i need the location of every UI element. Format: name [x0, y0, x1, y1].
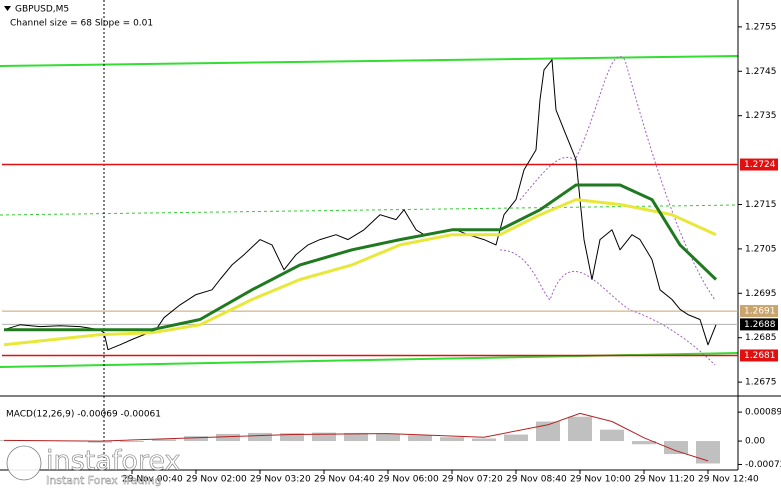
histogram-bar [440, 437, 464, 442]
level-label-box [740, 305, 778, 318]
histogram-bar [664, 441, 688, 455]
histogram-bar [152, 439, 176, 442]
level-label-box [740, 349, 778, 362]
histogram-bar [504, 434, 528, 442]
histogram-bar [88, 441, 112, 443]
x-tick-label: 29 Nov 07:20 [442, 475, 503, 485]
histogram-bar [248, 432, 272, 442]
signal-line [3, 412, 709, 462]
x-tick-label: 29 Nov 03:20 [250, 475, 311, 485]
chart-subtitle: Channel size = 68 Slope = 0.01 [10, 19, 153, 29]
x-tick-label: 29 Nov 12:40 [698, 475, 759, 485]
level-label-box [740, 318, 778, 331]
histogram-bar [408, 435, 432, 442]
level-label: 1.2724 [744, 160, 776, 170]
y-tick-label: 1.2745 [745, 67, 777, 77]
band-lower [499, 249, 716, 366]
price-line [4, 183, 718, 332]
histogram-bar [696, 441, 720, 464]
y-tick-label: -0.00072 [745, 460, 781, 470]
histogram-bar [600, 429, 624, 442]
x-tick-label: 29 Nov 11:20 [634, 475, 695, 485]
logo: instaforex Instant Forex Trading [6, 445, 181, 487]
price-line [3, 198, 717, 347]
y-tick-label: 1.2735 [745, 111, 777, 121]
brand: instaforex [46, 446, 180, 477]
band-upper [519, 56, 716, 301]
histogram-bar [312, 432, 336, 442]
y-tick-label: 1.2705 [745, 244, 777, 254]
y-tick-label: 1.2675 [745, 378, 777, 388]
logo-icon [6, 445, 42, 481]
channel-upper [0, 55, 739, 67]
y-tick-label: 1.2685 [745, 333, 777, 343]
histogram-bar [184, 436, 208, 442]
histogram-bar [280, 433, 304, 442]
y-tick-label: 1.2715 [745, 200, 777, 210]
y-tick-label: 0.00 [745, 437, 765, 447]
tagline: Instant Forex Trading [46, 474, 162, 487]
histogram-bar [376, 433, 400, 442]
level-label-box [740, 158, 778, 171]
x-tick-label: 29 Nov 06:00 [378, 475, 439, 485]
x-tick-label: 29 Nov 04:40 [314, 475, 375, 485]
x-tick-label: 29 Nov 08:40 [506, 475, 567, 485]
x-tick-label: 29 Nov 00:40 [122, 475, 183, 485]
level-label: 1.2688 [744, 320, 776, 330]
histogram-bar [216, 433, 240, 442]
y-tick-label: 1.2695 [745, 289, 777, 299]
level-label: 1.2691 [744, 307, 776, 317]
level-label: 1.2681 [744, 351, 776, 361]
x-tick-label: 29 Nov 02:00 [186, 475, 247, 485]
indicator-title: MACD(12,26,9) -0.00069 -0.00061 [6, 410, 161, 420]
chart-title: GBPUSD,M5 [15, 5, 69, 15]
histogram-bar [344, 432, 368, 442]
x-tick-label: 29 Nov 10:00 [570, 475, 631, 485]
histogram-bar [120, 441, 144, 443]
histogram-bar [472, 438, 496, 442]
histogram-bar [632, 441, 656, 445]
y-tick-label: 1.2755 [745, 22, 777, 32]
histogram-bar [568, 416, 592, 442]
menu-icon[interactable] [4, 6, 11, 11]
y-tick-label: 0.00089 [745, 408, 781, 418]
